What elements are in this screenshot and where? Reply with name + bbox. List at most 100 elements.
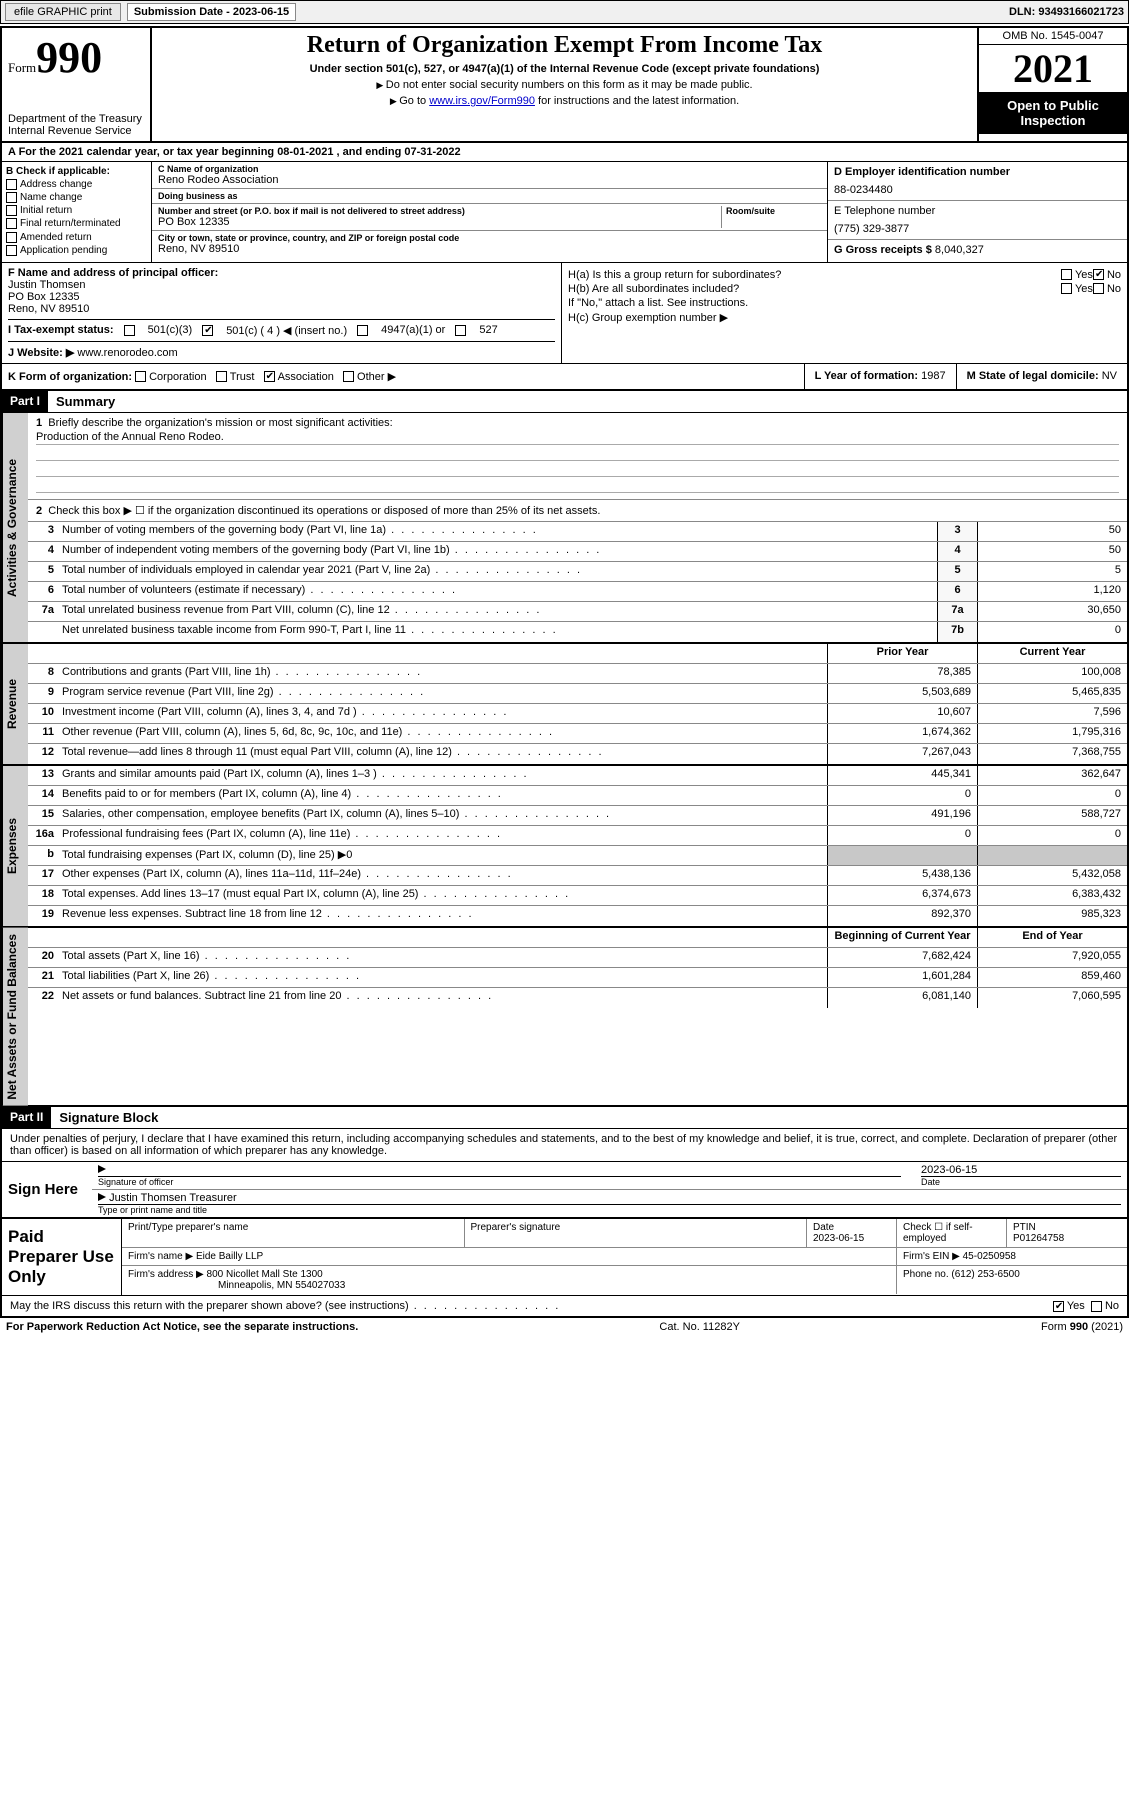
org-name: Reno Rodeo Association [158, 174, 821, 186]
tax-year: 2021 [979, 45, 1127, 92]
perjury-statement: Under penalties of perjury, I declare th… [2, 1129, 1127, 1162]
officer-group-row: F Name and address of principal officer:… [2, 263, 1127, 364]
firm-addr1: 800 Nicollet Mall Ste 1300 [207, 1269, 323, 1280]
arrow-icon [98, 1193, 106, 1201]
summary-line: 19 Revenue less expenses. Subtract line … [28, 906, 1127, 926]
street-address: PO Box 12335 [158, 216, 721, 228]
form-ref: Form 990 (2021) [1041, 1321, 1123, 1333]
efile-print-button[interactable]: efile GRAPHIC print [5, 3, 121, 21]
mission-text: Production of the Annual Reno Rodeo. [36, 431, 1119, 445]
chk-4947[interactable] [357, 325, 368, 336]
city-state-zip: Reno, NV 89510 [158, 243, 821, 255]
officer-name: Justin Thomsen [8, 279, 555, 291]
chk-amended-return[interactable]: Amended return [6, 232, 147, 243]
dln-label: DLN: 93493166021723 [1009, 6, 1124, 18]
chk-other[interactable] [343, 371, 354, 382]
phone: (775) 329-3877 [834, 223, 1121, 235]
cat-no: Cat. No. 11282Y [659, 1321, 740, 1333]
chk-501c3[interactable] [124, 325, 135, 336]
vtab-revenue: Revenue [2, 644, 28, 764]
officer-name-title: Justin Thomsen Treasurer [109, 1192, 237, 1204]
chk-address-change[interactable]: Address change [6, 179, 147, 190]
ha-yes[interactable] [1061, 269, 1072, 280]
hb-yes[interactable] [1061, 283, 1072, 294]
section-governance: Activities & Governance 1 Briefly descri… [2, 413, 1127, 644]
vtab-netassets: Net Assets or Fund Balances [2, 928, 28, 1106]
ha-no[interactable] [1093, 269, 1104, 280]
summary-line: 22 Net assets or fund balances. Subtract… [28, 988, 1127, 1008]
summary-line: 16a Professional fundraising fees (Part … [28, 826, 1127, 846]
top-toolbar: efile GRAPHIC print Submission Date - 20… [0, 0, 1129, 24]
submission-date: Submission Date - 2023-06-15 [127, 3, 296, 21]
firm-name: Eide Bailly LLP [196, 1251, 263, 1262]
summary-line: 14 Benefits paid to or for members (Part… [28, 786, 1127, 806]
ein-phone-column: D Employer identification number 88-0234… [827, 162, 1127, 262]
entity-info-row: B Check if applicable: Address change Na… [2, 162, 1127, 263]
chk-name-change[interactable]: Name change [6, 192, 147, 203]
firm-addr2: Minneapolis, MN 554027033 [128, 1280, 890, 1291]
ssn-note: Do not enter social security numbers on … [160, 79, 969, 91]
sign-date: 2023-06-15 [921, 1164, 1121, 1176]
hb-no[interactable] [1093, 283, 1104, 294]
summary-line: 15 Salaries, other compensation, employe… [28, 806, 1127, 826]
state-domicile: NV [1102, 370, 1117, 382]
summary-line: 10 Investment income (Part VIII, column … [28, 704, 1127, 724]
row-k-l-m: K Form of organization: Corporation Trus… [2, 364, 1127, 391]
ein: 88-0234480 [834, 184, 1121, 196]
part2-header: Part II Signature Block [2, 1107, 1127, 1129]
form-container: Form990 Department of the Treasury Inter… [0, 26, 1129, 1318]
website: www.renorodeo.com [77, 347, 177, 359]
gross-receipts: 8,040,327 [935, 244, 984, 256]
chk-association[interactable] [264, 371, 275, 382]
summary-line: 3 Number of voting members of the govern… [28, 522, 1127, 542]
chk-501c[interactable] [202, 325, 213, 336]
discuss-no[interactable] [1091, 1301, 1102, 1312]
officer-addr1: PO Box 12335 [8, 291, 555, 303]
tax-year-range: A For the 2021 calendar year, or tax yea… [2, 143, 1127, 162]
summary-line: 11 Other revenue (Part VIII, column (A),… [28, 724, 1127, 744]
chk-527[interactable] [455, 325, 466, 336]
section-netassets: Net Assets or Fund Balances Beginning of… [2, 928, 1127, 1108]
summary-line: 7a Total unrelated business revenue from… [28, 602, 1127, 622]
may-discuss-row: May the IRS discuss this return with the… [2, 1295, 1127, 1316]
chk-application-pending[interactable]: Application pending [6, 245, 147, 256]
summary-line: Net unrelated business taxable income fr… [28, 622, 1127, 642]
chk-corporation[interactable] [135, 371, 146, 382]
vtab-expenses: Expenses [2, 766, 28, 926]
form-subtitle: Under section 501(c), 527, or 4947(a)(1)… [160, 63, 969, 75]
arrow-icon [98, 1165, 106, 1173]
officer-addr2: Reno, NV 89510 [8, 303, 555, 315]
form-number: Form990 [8, 32, 144, 83]
checkbox-column-b: B Check if applicable: Address change Na… [2, 162, 152, 262]
chk-trust[interactable] [216, 371, 227, 382]
discuss-yes[interactable] [1053, 1301, 1064, 1312]
part1-header: Part I Summary [2, 391, 1127, 413]
sign-here-block: Sign Here Signature of officer 2023-06-1… [2, 1162, 1127, 1218]
chk-final-return[interactable]: Final return/terminated [6, 218, 147, 229]
form-header: Form990 Department of the Treasury Inter… [2, 28, 1127, 143]
year-formation: 1987 [921, 370, 945, 382]
firm-ein: 45-0250958 [963, 1251, 1016, 1262]
omb-number: OMB No. 1545-0047 [979, 28, 1127, 45]
vtab-governance: Activities & Governance [2, 413, 28, 642]
summary-line: 8 Contributions and grants (Part VIII, l… [28, 664, 1127, 684]
page-footer: For Paperwork Reduction Act Notice, see … [0, 1318, 1129, 1336]
form-title: Return of Organization Exempt From Incom… [160, 32, 969, 59]
summary-line: 21 Total liabilities (Part X, line 26)1,… [28, 968, 1127, 988]
dept-treasury: Department of the Treasury [8, 113, 144, 125]
summary-line: 20 Total assets (Part X, line 16)7,682,4… [28, 948, 1127, 968]
section-expenses: Expenses 13 Grants and similar amounts p… [2, 766, 1127, 928]
irs-label: Internal Revenue Service [8, 125, 144, 137]
paid-preparer-block: Paid Preparer Use Only Print/Type prepar… [2, 1218, 1127, 1295]
summary-line: 12 Total revenue—add lines 8 through 11 … [28, 744, 1127, 764]
summary-line: 6 Total number of volunteers (estimate i… [28, 582, 1127, 602]
ptin: P01264758 [1013, 1233, 1121, 1244]
website-note: Go to www.irs.gov/Form990 for instructio… [160, 95, 969, 107]
section-revenue: Revenue b Prior Year Current Year 8 Cont… [2, 644, 1127, 766]
irs-link[interactable]: www.irs.gov/Form990 [429, 95, 535, 107]
chk-initial-return[interactable]: Initial return [6, 205, 147, 216]
summary-line: 5 Total number of individuals employed i… [28, 562, 1127, 582]
org-name-address-column: C Name of organization Reno Rodeo Associ… [152, 162, 827, 262]
summary-line: 17 Other expenses (Part IX, column (A), … [28, 866, 1127, 886]
summary-line: 18 Total expenses. Add lines 13–17 (must… [28, 886, 1127, 906]
